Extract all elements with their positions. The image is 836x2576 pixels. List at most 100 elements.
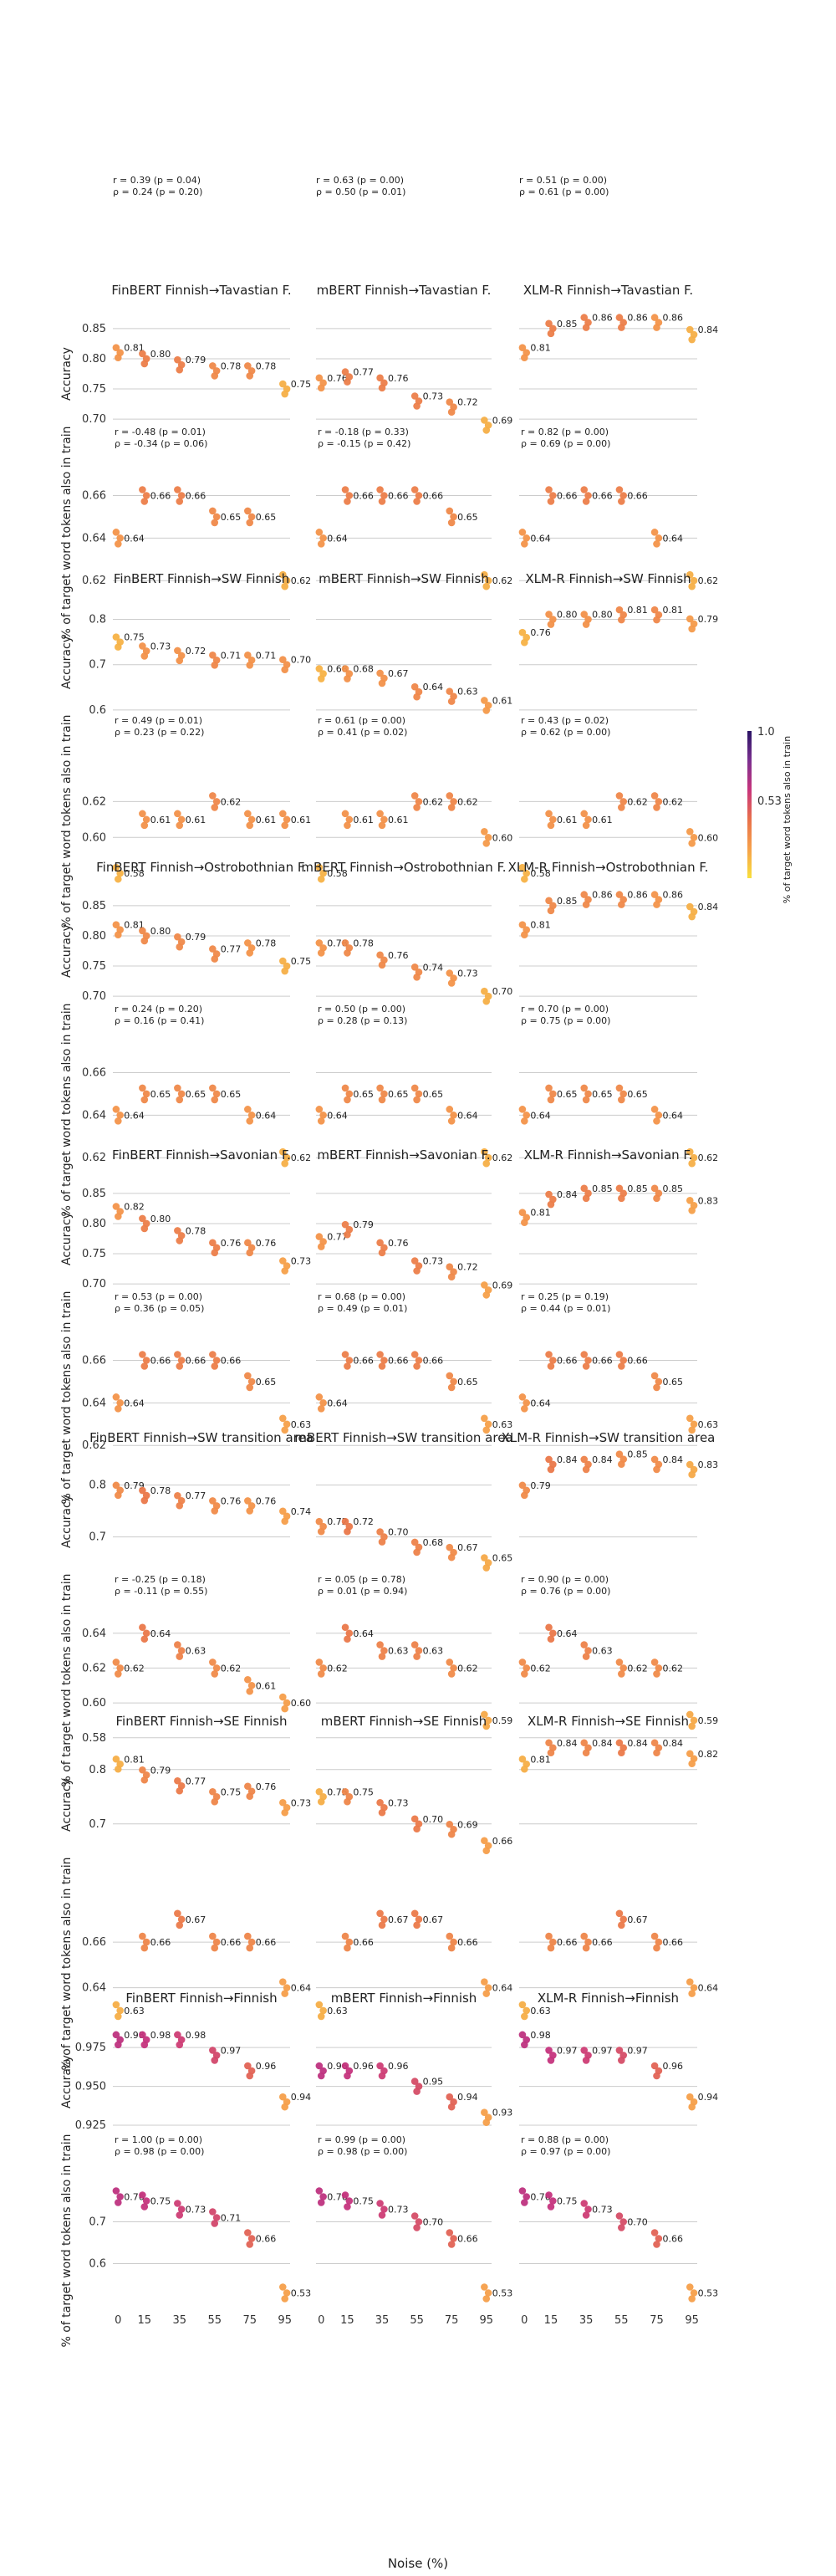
accuracy-point bbox=[547, 907, 555, 915]
accuracy-data-label: 0.84 bbox=[662, 1454, 683, 1465]
token-point bbox=[522, 1399, 531, 1407]
token-data-label: 0.62 bbox=[627, 1663, 648, 1674]
accuracy-point bbox=[140, 360, 149, 368]
accuracy-data-label: 0.96 bbox=[353, 2061, 374, 2072]
accuracy-data-label: 0.73 bbox=[291, 1256, 312, 1267]
accuracy-point bbox=[518, 344, 527, 352]
accuracy-data-label: 0.71 bbox=[256, 650, 277, 661]
token-point bbox=[410, 1641, 419, 1648]
token-point bbox=[319, 2193, 327, 2200]
token-point bbox=[549, 815, 557, 824]
token-point bbox=[521, 875, 528, 883]
accuracy-point bbox=[341, 1220, 349, 1229]
y-axis-label-accuracy: Accuracy bbox=[60, 924, 74, 978]
correlation-stats: r = -0.48 (p = 0.01)ρ = -0.34 (p = 0.06) bbox=[115, 427, 207, 449]
accuracy-data-label: 0.76 bbox=[256, 1238, 277, 1249]
accuracy-data-label: 0.77 bbox=[353, 367, 374, 378]
accuracy-point bbox=[209, 945, 217, 953]
y-tick-label: 0.66 bbox=[82, 1355, 106, 1367]
y-tick-label: 0.66 bbox=[82, 1936, 106, 1949]
token-point bbox=[317, 875, 325, 883]
accuracy-point bbox=[279, 1798, 287, 1807]
accuracy-data-label: 0.98 bbox=[186, 2030, 206, 2041]
token-data-label: 0.64 bbox=[124, 1110, 145, 1121]
token-point bbox=[209, 2208, 217, 2216]
accuracy-data-label: 0.94 bbox=[457, 2092, 478, 2103]
token-data-label: 0.64 bbox=[327, 1110, 348, 1121]
accuracy-data-label: 0.74 bbox=[291, 1506, 312, 1517]
x-axis-label: Noise (%) bbox=[388, 2556, 448, 2571]
stats-line-r: r = -0.18 (p = 0.33) bbox=[318, 427, 409, 437]
accuracy-point bbox=[114, 643, 122, 651]
accuracy-data-label: 0.84 bbox=[627, 1738, 648, 1749]
y-tick-label: 0.66 bbox=[82, 1067, 106, 1080]
accuracy-data-label: 0.96 bbox=[662, 2061, 683, 2072]
token-point bbox=[139, 810, 146, 818]
accuracy-point bbox=[582, 901, 590, 908]
token-point bbox=[482, 839, 491, 847]
token-point bbox=[413, 804, 421, 811]
accuracy-point bbox=[545, 897, 553, 905]
token-data-label: 0.63 bbox=[388, 1646, 409, 1657]
accuracy-point bbox=[481, 697, 488, 704]
accuracy-data-label: 0.75 bbox=[327, 1786, 348, 1797]
panel-title: FinBERT Finnish→Tavastian F. bbox=[111, 283, 291, 298]
accuracy-point bbox=[112, 921, 120, 929]
accuracy-point bbox=[315, 1517, 324, 1526]
token-point bbox=[446, 1659, 454, 1666]
token-data-label: 0.64 bbox=[530, 1398, 551, 1408]
accuracy-data-label: 0.96 bbox=[388, 2061, 409, 2072]
accuracy-data-label: 0.65 bbox=[492, 1553, 513, 1564]
token-point bbox=[518, 2187, 527, 2195]
token-point bbox=[116, 534, 124, 542]
token-point bbox=[139, 1932, 146, 1940]
accuracy-point bbox=[112, 1203, 120, 1210]
y-axis-label-accuracy: Accuracy bbox=[60, 1495, 74, 1548]
panel: FinBERT Finnish→SW Finnish 0.8 0.7 0.6 0.62 0… bbox=[82, 571, 311, 883]
plot-grid: r = 0.39 (p = 0.04)ρ = 0.24 (p = 0.20)r … bbox=[60, 175, 718, 2348]
x-tick-label: 75 bbox=[650, 2314, 664, 2327]
token-data-label: 0.66 bbox=[557, 1937, 578, 1948]
token-data-label: 0.62 bbox=[492, 575, 513, 586]
token-point bbox=[619, 1915, 628, 1924]
accuracy-point bbox=[618, 2057, 625, 2064]
accuracy-point bbox=[315, 939, 324, 947]
y-axis-label-accuracy: Accuracy bbox=[60, 636, 74, 689]
token-data-label: 0.66 bbox=[592, 1937, 613, 1948]
accuracy-point bbox=[140, 2041, 149, 2049]
token-point bbox=[139, 486, 146, 493]
correlation-stats: r = 0.43 (p = 0.02)ρ = 0.62 (p = 0.00) bbox=[521, 715, 610, 738]
token-point bbox=[244, 507, 252, 515]
token-point bbox=[686, 1978, 694, 1986]
accuracy-point bbox=[341, 368, 349, 376]
token-point bbox=[650, 1932, 659, 1940]
accuracy-data-label: 0.77 bbox=[221, 944, 242, 955]
accuracy-data-label: 0.76 bbox=[388, 1238, 409, 1249]
y-tick-label: 0.85 bbox=[82, 323, 106, 335]
token-point bbox=[380, 815, 388, 824]
token-point bbox=[686, 827, 694, 836]
accuracy-point bbox=[344, 378, 351, 386]
accuracy-data-label: 0.80 bbox=[150, 926, 171, 937]
accuracy-data-label: 0.86 bbox=[662, 313, 683, 324]
panel: mBERT Finnish→Tavastian F. 0.76 0.77 0.76 0.… bbox=[315, 283, 513, 590]
token-point bbox=[522, 2006, 531, 2015]
accuracy-point bbox=[410, 1257, 419, 1265]
accuracy-point bbox=[378, 384, 386, 392]
token-point bbox=[212, 1938, 221, 1946]
token-point bbox=[482, 582, 491, 590]
token-point bbox=[112, 2001, 120, 2009]
accuracy-point bbox=[547, 330, 555, 338]
accuracy-data-label: 0.69 bbox=[492, 415, 513, 426]
accuracy-data-label: 0.85 bbox=[592, 1183, 613, 1194]
token-point bbox=[247, 1938, 256, 1946]
accuracy-point bbox=[686, 1460, 694, 1469]
token-data-label: 0.66 bbox=[627, 1356, 648, 1367]
token-point bbox=[582, 498, 590, 505]
accuracy-data-label: 0.84 bbox=[592, 1454, 613, 1465]
token-point bbox=[212, 2214, 221, 2221]
accuracy-data-label: 0.84 bbox=[698, 325, 719, 335]
token-point bbox=[283, 1153, 291, 1162]
token-point bbox=[174, 1351, 181, 1358]
token-point bbox=[655, 1664, 663, 1672]
